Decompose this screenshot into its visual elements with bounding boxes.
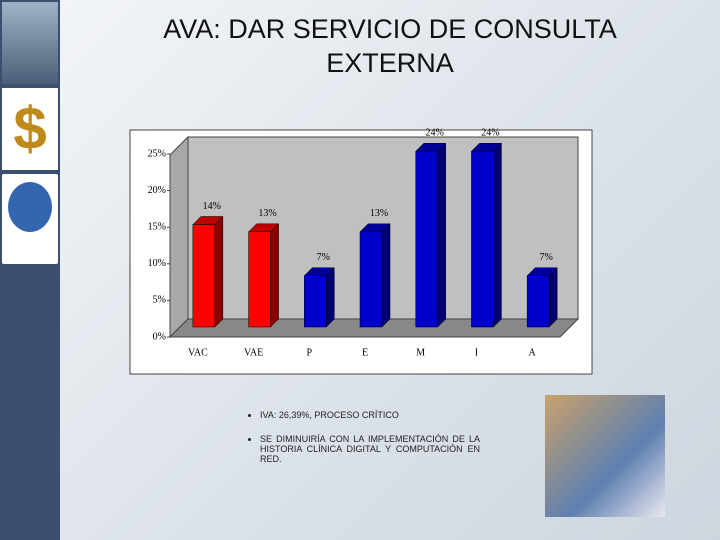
logo-dollar: $	[2, 88, 58, 170]
data-label: 13%	[258, 208, 276, 219]
bar	[526, 275, 550, 328]
x-tick-label: E	[362, 347, 368, 358]
bar-side	[437, 142, 446, 328]
bar	[471, 151, 494, 328]
data-label: 24%	[481, 128, 499, 139]
photo-doctor	[2, 2, 58, 84]
bullet: IVA: 26,39%, PROCESO CRÍTICO	[260, 410, 480, 420]
side-wall	[169, 135, 189, 339]
y-tick-label: 15%	[148, 221, 166, 232]
data-label: 7%	[317, 252, 330, 263]
y-tick-label: 5%	[153, 295, 166, 306]
x-tick-label: A	[529, 347, 537, 358]
bullet: SE DIMINUIRÍA CON LA IMPLEMENTACIÓN DE L…	[260, 434, 480, 464]
photo-office	[545, 395, 665, 517]
y-tick-label: 10%	[148, 258, 166, 269]
x-tick-label: P	[307, 347, 313, 358]
y-tick-label: 25%	[148, 148, 166, 159]
bar	[359, 231, 383, 328]
bar-side	[326, 267, 335, 328]
data-label: 7%	[539, 252, 552, 263]
bar	[248, 231, 271, 328]
data-label: 24%	[426, 128, 444, 139]
slide-title: AVA: DAR SERVICIO DE CONSULTA EXTERNA	[163, 14, 617, 78]
data-label: 14%	[203, 201, 221, 212]
data-label: 13%	[370, 208, 388, 219]
bar-side	[493, 142, 502, 328]
x-tick-label: I	[475, 347, 478, 358]
x-tick-label: M	[416, 347, 425, 358]
bar	[415, 151, 438, 328]
bar	[192, 224, 216, 328]
bar-side	[548, 267, 558, 328]
logo-clinic	[2, 174, 58, 264]
x-tick-label: VAC	[188, 347, 208, 358]
y-tick-label: 20%	[148, 185, 166, 196]
bullet-list: IVA: 26,39%, PROCESO CRÍTICO SE DIMINUIRÍ…	[240, 410, 480, 478]
bar	[304, 275, 327, 328]
bar-side	[270, 223, 279, 328]
bar-side	[381, 223, 391, 328]
x-tick-label: VAE	[244, 347, 263, 358]
bar-side	[214, 215, 224, 328]
y-tick-label: 0%	[153, 331, 166, 342]
